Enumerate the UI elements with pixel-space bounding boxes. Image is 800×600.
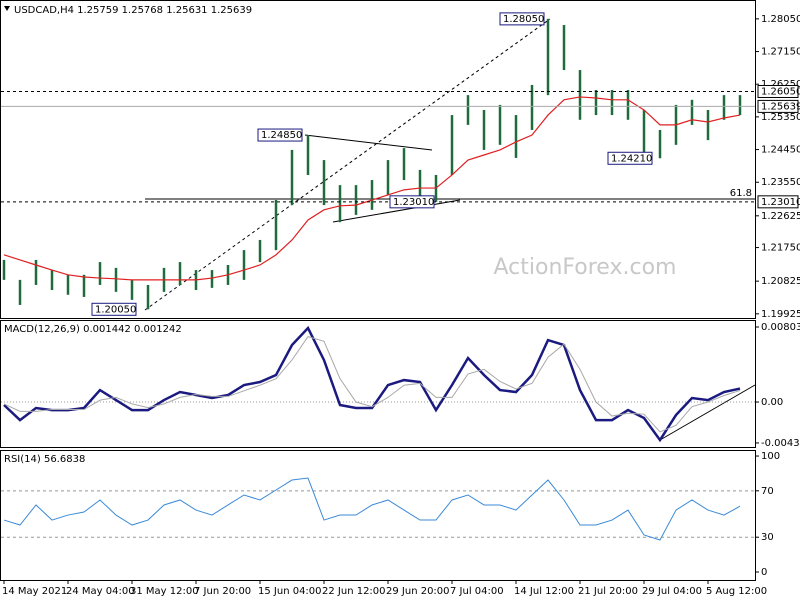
y-tick-label: 1.19925 <box>761 309 800 320</box>
rsi-panel <box>0 450 756 581</box>
level-label: 1.25639 <box>761 101 800 112</box>
x-tick-label: 29 Jun 20:00 <box>386 586 450 597</box>
y-tick-label: 1.28050 <box>761 14 800 25</box>
level-label: 1.23010 <box>761 197 800 208</box>
macd-trendline <box>659 384 756 441</box>
level-label: 1.26050 <box>761 86 800 97</box>
macd-title: MACD(12,26,9) 0.001442 0.001242 <box>4 324 182 335</box>
y-tick-label: 100 <box>761 451 780 462</box>
indicator-line <box>3 477 741 541</box>
menu-icon <box>4 6 10 11</box>
x-tick-label: 29 Jul 04:00 <box>642 586 702 597</box>
annotation-label: 1.20050 <box>95 304 136 315</box>
annotation-label: 1.23010 <box>393 197 434 208</box>
y-tick-label: 0.00 <box>761 397 783 408</box>
annotation-label: 1.24850 <box>261 130 302 141</box>
y-tick-label: 1.27150 <box>761 47 800 58</box>
triangle-upper <box>304 134 433 151</box>
level-box <box>757 195 799 209</box>
y-tick-label: 1.24450 <box>761 145 800 156</box>
rsi-title: RSI(14) 56.6838 <box>4 454 85 465</box>
y-tick-label: 1.20825 <box>761 276 800 287</box>
y-tick-label: 30 <box>761 532 774 543</box>
x-tick-label: 31 May 12:00 <box>130 586 199 597</box>
chart-title: USDCAD,H4 1.25759 1.25768 1.25631 1.2563… <box>14 5 252 16</box>
macd-panel <box>0 320 756 448</box>
annotation-box <box>91 302 137 316</box>
x-tick-label: 21 Jul 20:00 <box>578 586 638 597</box>
x-tick-label: 14 Jul 12:00 <box>514 586 574 597</box>
annotation-box <box>389 195 435 209</box>
y-tick-label: 1.22625 <box>761 211 800 222</box>
indicator-line <box>3 325 741 443</box>
x-tick-label: 14 May 2021 <box>2 586 67 597</box>
level-box <box>757 84 799 98</box>
annotation-box <box>607 151 653 165</box>
plot-layer: 1.28050 1.27150 1.26250 1.25350 1.24450 1.235… <box>1 12 800 597</box>
x-tick-label: 5 Aug 12:00 <box>706 586 767 597</box>
fib-label: 61.8 <box>730 188 752 199</box>
moving-average <box>3 96 741 281</box>
triangle-lower <box>332 199 461 223</box>
y-tick-label: 0 <box>761 567 767 578</box>
level-box <box>757 99 799 113</box>
x-tick-label: 22 Jun 12:00 <box>322 586 386 597</box>
x-tick-label: 7 Jun 20:00 <box>194 586 251 597</box>
price-panel <box>0 0 756 319</box>
y-tick-label: 1.26250 <box>761 79 800 90</box>
y-tick-label: -0.004379 <box>761 438 800 449</box>
x-tick-label: 24 May 04:00 <box>66 586 135 597</box>
trendline <box>144 18 551 311</box>
x-tick-label: 15 Jun 04:00 <box>258 586 322 597</box>
annotation-label: 1.24210 <box>611 153 652 164</box>
y-tick-label: 0.008032 <box>761 322 800 333</box>
watermark: ActionForex.com <box>494 255 677 280</box>
x-tick-label: 7 Jul 04:00 <box>450 586 504 597</box>
y-tick-label: 70 <box>761 486 774 497</box>
annotation-box <box>499 12 545 26</box>
annotation-box <box>257 128 303 142</box>
annotation-label: 1.28050 <box>503 14 544 25</box>
y-tick-label: 1.23550 <box>761 177 800 188</box>
indicator-line <box>3 336 741 433</box>
y-tick-label: 1.21750 <box>761 243 800 254</box>
y-tick-label: 1.25350 <box>761 112 800 123</box>
